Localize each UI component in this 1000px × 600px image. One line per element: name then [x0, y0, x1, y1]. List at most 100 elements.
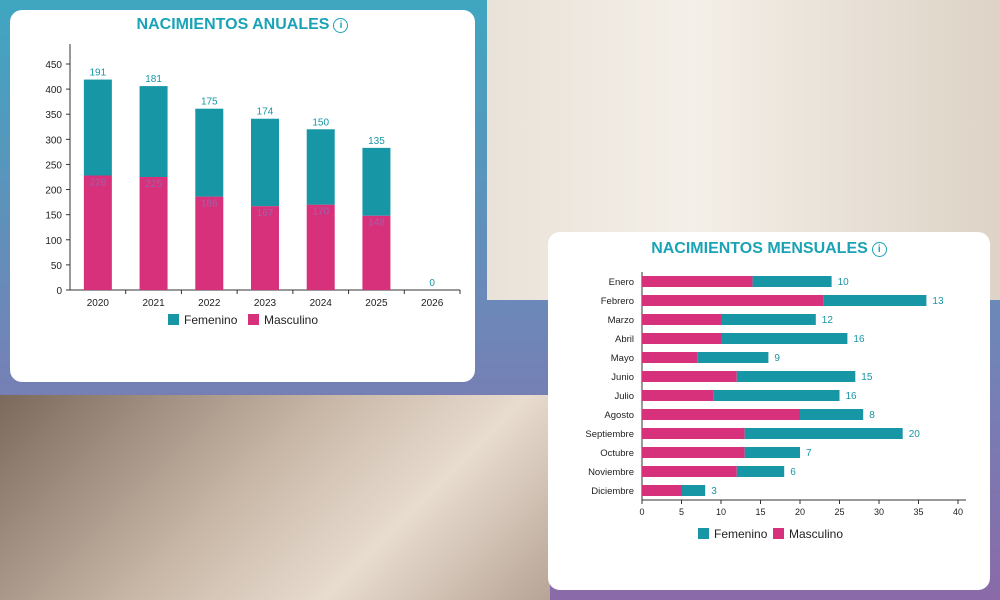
x-tick-label: 0: [639, 507, 644, 517]
bar-femenino: [139, 86, 168, 177]
legend-label-masculino: Masculino: [264, 313, 318, 327]
monthly-chart-title: NACIMIENTOS MENSUALES: [651, 240, 868, 257]
data-label-masculino: 186: [201, 199, 218, 210]
bar-masculino: [139, 177, 168, 290]
y-tick-label: 150: [45, 211, 62, 222]
x-tick-label: 2025: [365, 298, 388, 309]
data-label-masculino: 167: [257, 208, 274, 219]
data-label-femenino: 13: [932, 296, 944, 307]
y-tick-label: Septiembre: [585, 429, 634, 440]
bar-femenino: [697, 352, 769, 363]
y-tick-label: 250: [45, 160, 62, 171]
legend-label-masculino: Masculino: [789, 527, 843, 541]
bar-masculino: [642, 371, 737, 382]
x-tick-label: 30: [874, 507, 884, 517]
y-tick-label: 350: [45, 110, 62, 121]
legend-swatch-femenino: [698, 528, 709, 539]
y-tick-label: Abril: [615, 334, 634, 345]
x-tick-label: 2026: [421, 298, 444, 309]
legend-swatch-masculino: [248, 314, 259, 325]
data-label-femenino: 150: [312, 117, 329, 128]
bar-femenino: [744, 447, 800, 458]
data-label-femenino: 6: [790, 467, 796, 478]
y-tick-label: Diciembre: [591, 486, 634, 497]
x-tick-label: 15: [755, 507, 765, 517]
legend-swatch-masculino: [773, 528, 784, 539]
y-tick-label: Julio: [614, 391, 634, 402]
data-label-femenino: 16: [853, 334, 865, 345]
legend-swatch-femenino: [168, 314, 179, 325]
data-label-femenino: 135: [368, 136, 385, 147]
data-label-femenino: 0: [429, 278, 435, 289]
data-label-femenino: 12: [822, 315, 834, 326]
bar-femenino: [823, 295, 927, 306]
y-tick-label: Mayo: [611, 353, 634, 364]
data-label-femenino: 3: [711, 486, 717, 497]
bar-masculino: [83, 175, 112, 290]
x-tick-label: 2022: [198, 298, 221, 309]
bar-femenino: [195, 108, 224, 197]
x-tick-label: 35: [913, 507, 923, 517]
bar-femenino: [736, 466, 785, 477]
data-label-femenino: 16: [846, 391, 858, 402]
data-label-femenino: 181: [145, 74, 162, 85]
data-label-femenino: 175: [201, 97, 218, 108]
data-label-femenino: 9: [774, 353, 780, 364]
x-tick-label: 2021: [142, 298, 165, 309]
bar-masculino: [642, 390, 714, 401]
y-tick-label: 300: [45, 135, 62, 146]
bar-masculino: [642, 428, 745, 439]
bar-femenino: [721, 333, 848, 344]
bar-femenino: [744, 428, 903, 439]
data-label-femenino: 10: [838, 277, 850, 288]
legend-label-femenino: Femenino: [184, 313, 238, 327]
baby-feet-photo: [0, 395, 550, 600]
bar-femenino: [721, 314, 816, 325]
bar-masculino: [642, 485, 682, 496]
data-label-femenino: 20: [909, 429, 921, 440]
y-tick-label: 50: [51, 261, 63, 272]
monthly-chart: 0510152025303540Enero1410Febrero2313Marz…: [585, 272, 966, 541]
bar-masculino: [642, 314, 721, 325]
annual-births-card: NACIMIENTOS ANUALES i 0 50 100 150 200 250 300 3…: [10, 10, 475, 382]
bar-femenino: [800, 409, 864, 420]
monthly-births-card: NACIMIENTOS MENSUALES i 0 5 10 15 20 25 30 35 40 E…: [548, 232, 990, 590]
x-tick-label: 20: [795, 507, 805, 517]
data-label-femenino: 15: [861, 372, 873, 383]
bar-masculino: [642, 466, 737, 477]
data-label-masculino: 225: [145, 179, 162, 190]
bar-femenino: [713, 390, 840, 401]
x-tick-label: 2020: [87, 298, 110, 309]
data-label-femenino: 7: [806, 448, 812, 459]
y-tick-label: 200: [45, 186, 62, 197]
bar-femenino: [251, 118, 279, 207]
x-tick-label: 10: [716, 507, 726, 517]
bar-masculino: [642, 352, 698, 363]
bar-masculino: [195, 196, 224, 290]
bar-masculino: [251, 206, 279, 290]
bar-femenino: [752, 276, 832, 287]
x-tick-label: 40: [953, 507, 963, 517]
annual-chart: 0 50 100 150 200 250 300 350 400 450 2020 228 191 202…: [45, 44, 461, 327]
bar-femenino: [306, 129, 335, 205]
y-tick-label: 100: [45, 236, 62, 247]
bar-femenino: [736, 371, 856, 382]
info-icon[interactable]: i: [333, 18, 349, 33]
bar-masculino: [642, 276, 753, 287]
y-tick-label: Enero: [609, 277, 634, 288]
bar-masculino: [642, 409, 800, 420]
bar-femenino: [362, 147, 391, 216]
y-tick-label: Noviembre: [588, 467, 634, 478]
x-tick-label: 5: [679, 507, 684, 517]
x-tick-label: 2024: [310, 298, 333, 309]
y-tick-label: Agosto: [604, 410, 634, 421]
data-label-femenino: 191: [90, 68, 107, 79]
annual-chart-title: NACIMIENTOS ANUALES: [136, 16, 330, 33]
info-icon[interactable]: i: [871, 242, 887, 257]
y-tick-label: 0: [56, 286, 62, 297]
x-tick-label: 2023: [254, 298, 277, 309]
bar-masculino: [642, 295, 824, 306]
data-label-femenino: 8: [869, 410, 875, 421]
bar-masculino: [642, 447, 745, 458]
bar-masculino: [642, 333, 721, 344]
